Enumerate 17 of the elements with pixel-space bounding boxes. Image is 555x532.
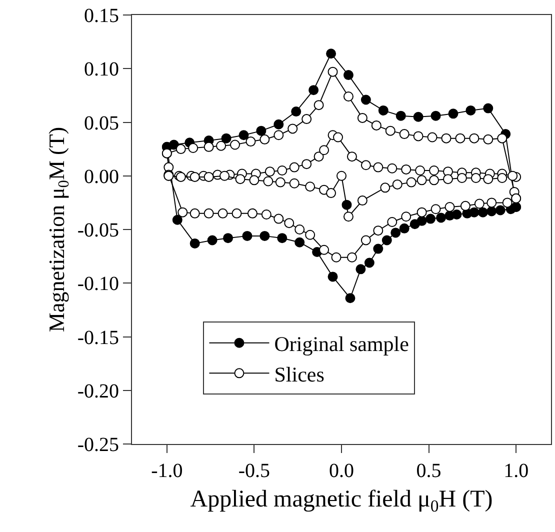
y-tick-label: -0.05: [77, 220, 119, 242]
x-axis-title: Applied magnetic field μ$_{0}$H (T): [190, 486, 493, 516]
legend-label: Slices: [274, 362, 324, 386]
y-tick-label: 0.10: [84, 58, 119, 81]
y-tick-label: -0.10: [77, 273, 119, 296]
x-tick-label: 0.0: [329, 460, 354, 482]
legend-label: Original sample: [274, 332, 409, 356]
y-tick-label: -0.25: [77, 434, 119, 456]
y-tick-label: 0.00: [84, 166, 119, 188]
x-tick-label: 1.0: [504, 460, 529, 482]
x-tick-label: 0.5: [416, 460, 442, 482]
y-tick-label: -0.20: [77, 380, 119, 402]
x-tick-label: -1.0: [151, 460, 183, 482]
y-tick-label: 0.05: [84, 112, 119, 134]
y-tick-label: 0.15: [84, 5, 119, 27]
x-tick-label: -0.5: [238, 460, 270, 482]
y-tick-label: -0.15: [77, 326, 119, 349]
